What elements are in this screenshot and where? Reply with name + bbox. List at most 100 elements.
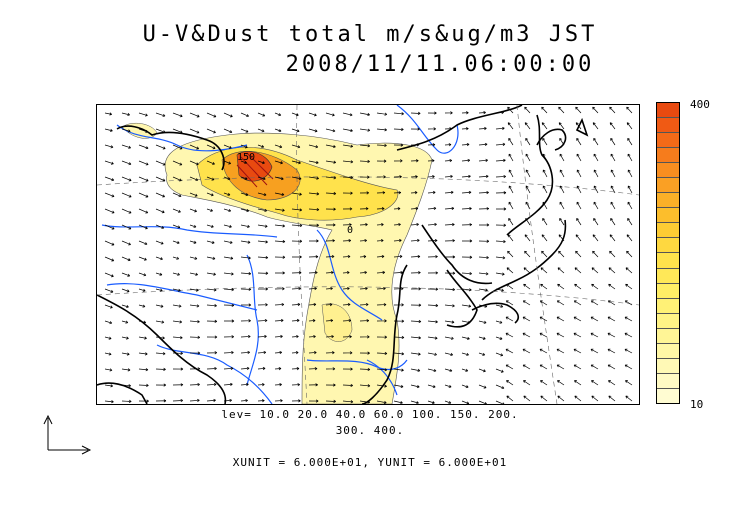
wind-vector xyxy=(461,352,469,356)
wind-vector xyxy=(444,158,453,163)
wind-vector xyxy=(591,283,599,290)
wind-vector xyxy=(393,270,403,275)
wind-vector xyxy=(478,400,488,404)
wind-vector xyxy=(155,112,166,117)
wind-vector xyxy=(627,185,633,194)
wind-vector xyxy=(593,153,599,162)
wind-vector xyxy=(507,234,514,242)
wind-vector xyxy=(478,190,489,195)
wind-vector xyxy=(291,334,299,339)
wind-vector xyxy=(172,367,184,371)
wind-vector xyxy=(576,218,582,226)
wind-vector xyxy=(240,256,251,260)
wind-vector xyxy=(121,304,129,309)
wind-vector xyxy=(607,348,616,354)
wind-vector xyxy=(495,142,506,146)
wind-vector xyxy=(308,239,319,243)
wind-vector xyxy=(172,208,181,213)
wind-vector xyxy=(274,302,285,307)
wind-vector xyxy=(274,271,285,275)
wind-vector xyxy=(104,320,113,325)
wind-vector xyxy=(592,250,599,258)
wind-vector xyxy=(624,348,633,354)
wind-vector xyxy=(274,399,283,403)
wind-vector xyxy=(444,143,452,147)
wind-vector xyxy=(376,351,388,356)
wind-vector xyxy=(610,185,616,194)
wind-vector xyxy=(138,288,146,292)
wind-vector xyxy=(444,336,454,340)
wind-vector xyxy=(461,158,471,163)
wind-vector xyxy=(461,368,469,372)
wind-vector xyxy=(257,256,269,260)
wind-vector xyxy=(121,160,132,166)
wind-vector xyxy=(376,128,388,132)
wind-vector xyxy=(291,367,300,371)
wind-vector xyxy=(121,256,131,262)
wind-vector xyxy=(223,176,231,181)
wind-vector xyxy=(610,201,616,210)
wind-vector xyxy=(274,255,286,259)
wind-vector xyxy=(542,169,548,178)
wind-vector xyxy=(609,250,616,258)
wind-vector xyxy=(274,144,283,149)
wind-vector xyxy=(206,256,216,260)
wind-vector xyxy=(155,320,165,324)
wind-vector xyxy=(576,153,582,162)
wind-vector xyxy=(274,318,284,323)
wind-vector xyxy=(172,112,183,118)
wind-vector xyxy=(138,399,149,403)
wind-vector xyxy=(539,300,548,306)
wind-vector xyxy=(189,176,199,182)
wind-vector xyxy=(427,159,435,163)
wind-vector xyxy=(607,364,616,370)
wind-vector xyxy=(478,288,488,292)
wind-vector xyxy=(626,106,633,114)
wind-vector xyxy=(506,283,514,290)
wind-vector xyxy=(274,192,285,197)
wind-vector xyxy=(257,399,265,403)
wind-vector xyxy=(376,191,386,195)
colorbar-min-label: 10 xyxy=(690,398,704,411)
wind-vector xyxy=(121,224,132,230)
wind-vector xyxy=(427,175,435,179)
wind-vector xyxy=(138,224,148,230)
wind-vector xyxy=(206,240,215,244)
wind-vector xyxy=(223,382,233,387)
wind-vector xyxy=(223,288,234,292)
wind-vector xyxy=(291,286,301,291)
wind-vector xyxy=(308,302,317,307)
wind-vector xyxy=(444,271,456,275)
wind-vector xyxy=(308,192,320,196)
wind-vector xyxy=(608,395,616,402)
wind-vector xyxy=(155,336,165,340)
wind-vector xyxy=(575,234,582,242)
wind-vector xyxy=(393,175,402,179)
wind-vector xyxy=(138,368,149,372)
wind-vector xyxy=(342,367,353,371)
wind-vector xyxy=(257,287,269,291)
wind-vector xyxy=(291,239,303,243)
wind-vector xyxy=(257,334,267,339)
colorbar-swatch xyxy=(657,388,679,403)
wind-vector xyxy=(172,336,183,340)
wind-vector xyxy=(558,106,565,114)
wind-vector xyxy=(427,127,436,131)
wind-vector xyxy=(359,128,371,132)
wind-vector xyxy=(525,137,531,146)
wind-vector xyxy=(444,352,454,356)
contour-levels-line1: lev= 10.0 20.0 40.0 60.0 100. 150. 200. xyxy=(221,408,519,421)
wind-vector xyxy=(410,400,419,404)
wind-vector xyxy=(478,368,486,373)
colorbar-swatch xyxy=(657,163,679,179)
wind-vector xyxy=(495,288,504,292)
wind-vector xyxy=(104,272,114,278)
wind-vector xyxy=(624,300,633,306)
wind-vector xyxy=(325,335,334,339)
wind-vector xyxy=(478,336,486,340)
wind-vector xyxy=(376,159,387,163)
wind-vector xyxy=(172,272,180,276)
wind-vector xyxy=(523,283,531,290)
wind-vector xyxy=(461,239,473,243)
wind-vector xyxy=(104,400,114,404)
